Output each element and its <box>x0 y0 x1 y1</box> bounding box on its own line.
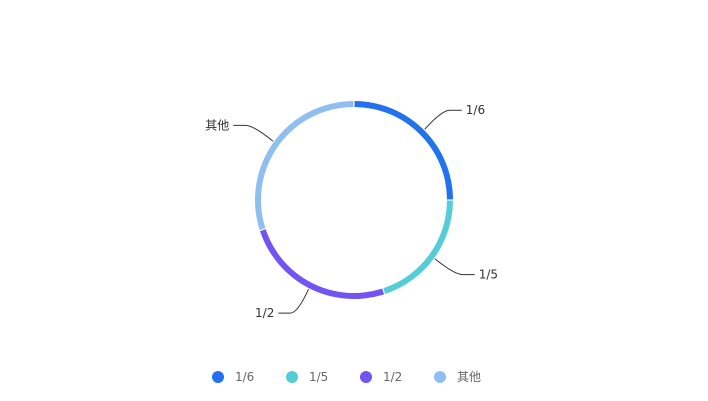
legend-marker-1-6 <box>212 371 224 383</box>
slice-label-item-3: 其他 <box>205 118 229 132</box>
leader-line-1-2 <box>278 288 310 314</box>
legend-label-1-5: 1/5 <box>309 370 328 384</box>
legend-item-item-3[interactable]: 其他 <box>434 370 481 384</box>
legend-marker-item-3 <box>434 371 446 383</box>
legend-label-item-3: 其他 <box>457 370 481 384</box>
legend-item-1-5[interactable]: 1/5 <box>286 370 328 384</box>
slice-1-5[interactable] <box>383 200 453 294</box>
slice-label-1-2: 1/2 <box>255 306 274 320</box>
slice-label-1-5: 1/5 <box>479 268 498 282</box>
legend-label-1-6: 1/6 <box>235 370 254 384</box>
legend[interactable]: 1/6 1/5 1/2 其他 <box>212 370 481 384</box>
slice-item-3[interactable] <box>255 101 354 231</box>
slice-label-1-6: 1/6 <box>466 103 485 117</box>
legend-item-1-6[interactable]: 1/6 <box>212 370 254 384</box>
leader-line-1-6 <box>424 109 462 130</box>
slice-labels: 1/6 1/5 1/2 其他 <box>205 103 498 320</box>
legend-label-1-2: 1/2 <box>383 370 402 384</box>
legend-marker-1-5 <box>286 371 298 383</box>
legend-item-1-2[interactable]: 1/2 <box>360 370 402 384</box>
legend-marker-1-2 <box>360 371 372 383</box>
leader-line-1-5 <box>434 258 475 276</box>
slices <box>255 101 453 299</box>
slice-1-2[interactable] <box>260 229 385 299</box>
slice-1-6[interactable] <box>354 101 453 200</box>
leader-line-item-3 <box>233 124 274 142</box>
